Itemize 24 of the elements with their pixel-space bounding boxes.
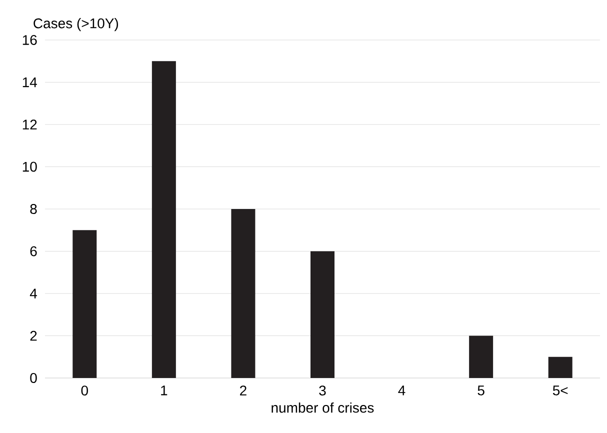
y-axis-title: Cases (>10Y) bbox=[34, 18, 118, 32]
x-tick-label: 2 bbox=[240, 386, 246, 396]
x-tick-label: 0 bbox=[81, 386, 88, 396]
y-tick-label: 16 bbox=[22, 35, 37, 45]
y-tick-label: 8 bbox=[30, 204, 37, 214]
x-tick-label: 5< bbox=[552, 386, 568, 396]
y-tick-label: 4 bbox=[30, 288, 37, 298]
x-axis-title: number of crises bbox=[272, 402, 374, 413]
bar bbox=[152, 61, 176, 378]
y-tick-label: 12 bbox=[22, 120, 37, 130]
y-tick-label: 0 bbox=[30, 373, 37, 383]
x-tick-label: 5 bbox=[478, 386, 484, 396]
y-tick-label: 10 bbox=[22, 162, 37, 172]
bar bbox=[310, 251, 334, 378]
bar bbox=[548, 356, 572, 378]
y-tick-label: 14 bbox=[22, 77, 37, 88]
bar bbox=[72, 230, 97, 378]
bar bbox=[469, 336, 494, 378]
y-tick-label: 6 bbox=[30, 246, 37, 256]
x-tick-label: 1 bbox=[161, 386, 168, 396]
x-tick-label: 4 bbox=[398, 386, 406, 396]
bar bbox=[231, 209, 256, 378]
x-tick-label: 3 bbox=[319, 386, 326, 396]
y-tick-label: 2 bbox=[30, 330, 37, 341]
